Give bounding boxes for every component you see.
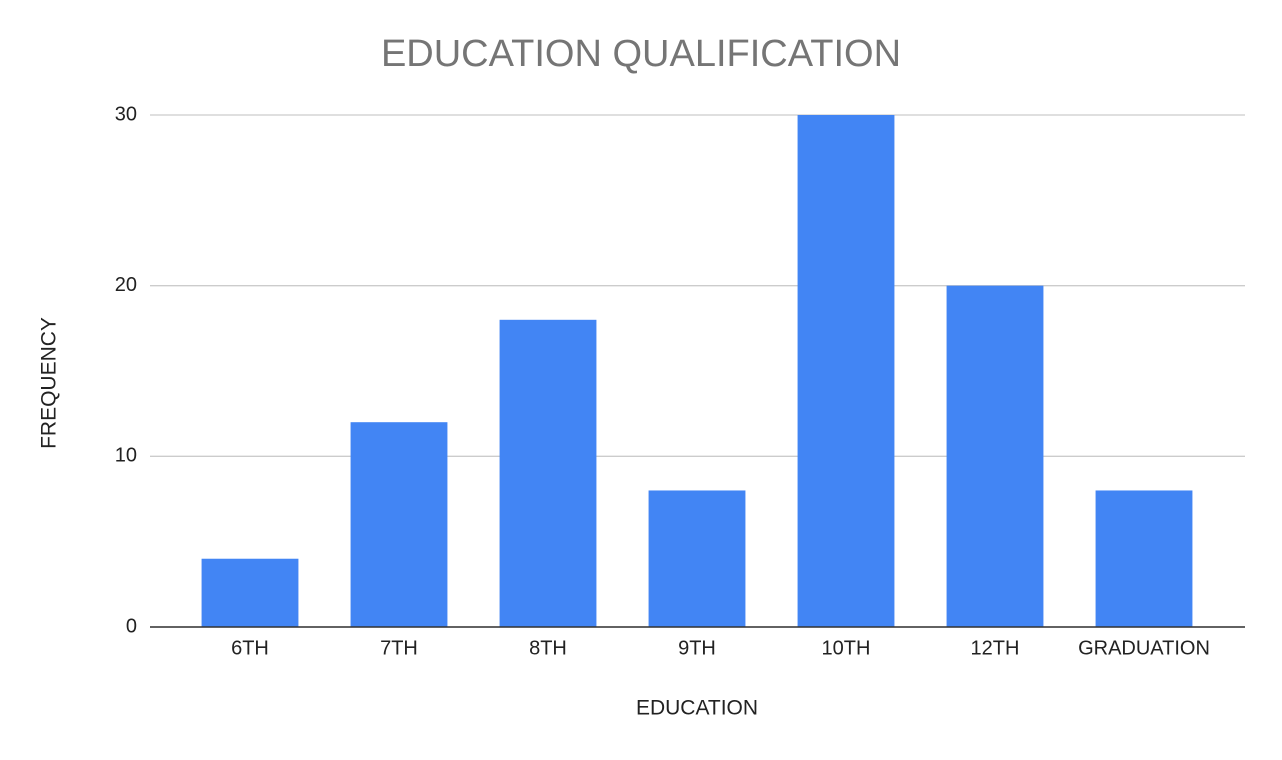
bar: [648, 490, 746, 627]
y-tick-label: 30: [115, 103, 137, 125]
chart-title: EDUCATION QUALIFICATION: [381, 33, 901, 75]
x-tick-label: 7TH: [380, 637, 418, 659]
bar: [350, 422, 448, 627]
bar: [1095, 490, 1193, 627]
x-tick-label: 12TH: [971, 637, 1020, 659]
x-tick-label: 10TH: [822, 637, 871, 659]
y-axis-label: FREQUENCY: [38, 317, 61, 449]
bar: [946, 285, 1044, 627]
y-tick-label: 0: [126, 615, 137, 637]
x-tick-label: 9TH: [678, 637, 716, 659]
y-tick-label: 20: [115, 274, 137, 296]
x-tick-label: 6TH: [231, 637, 269, 659]
x-tick-label: 8TH: [529, 637, 567, 659]
bar: [797, 115, 895, 627]
y-tick-label: 10: [115, 445, 137, 467]
x-tick-label: GRADUATION: [1078, 637, 1210, 659]
x-axis-label: EDUCATION: [636, 697, 758, 720]
bar: [499, 319, 597, 627]
bar: [201, 558, 299, 627]
